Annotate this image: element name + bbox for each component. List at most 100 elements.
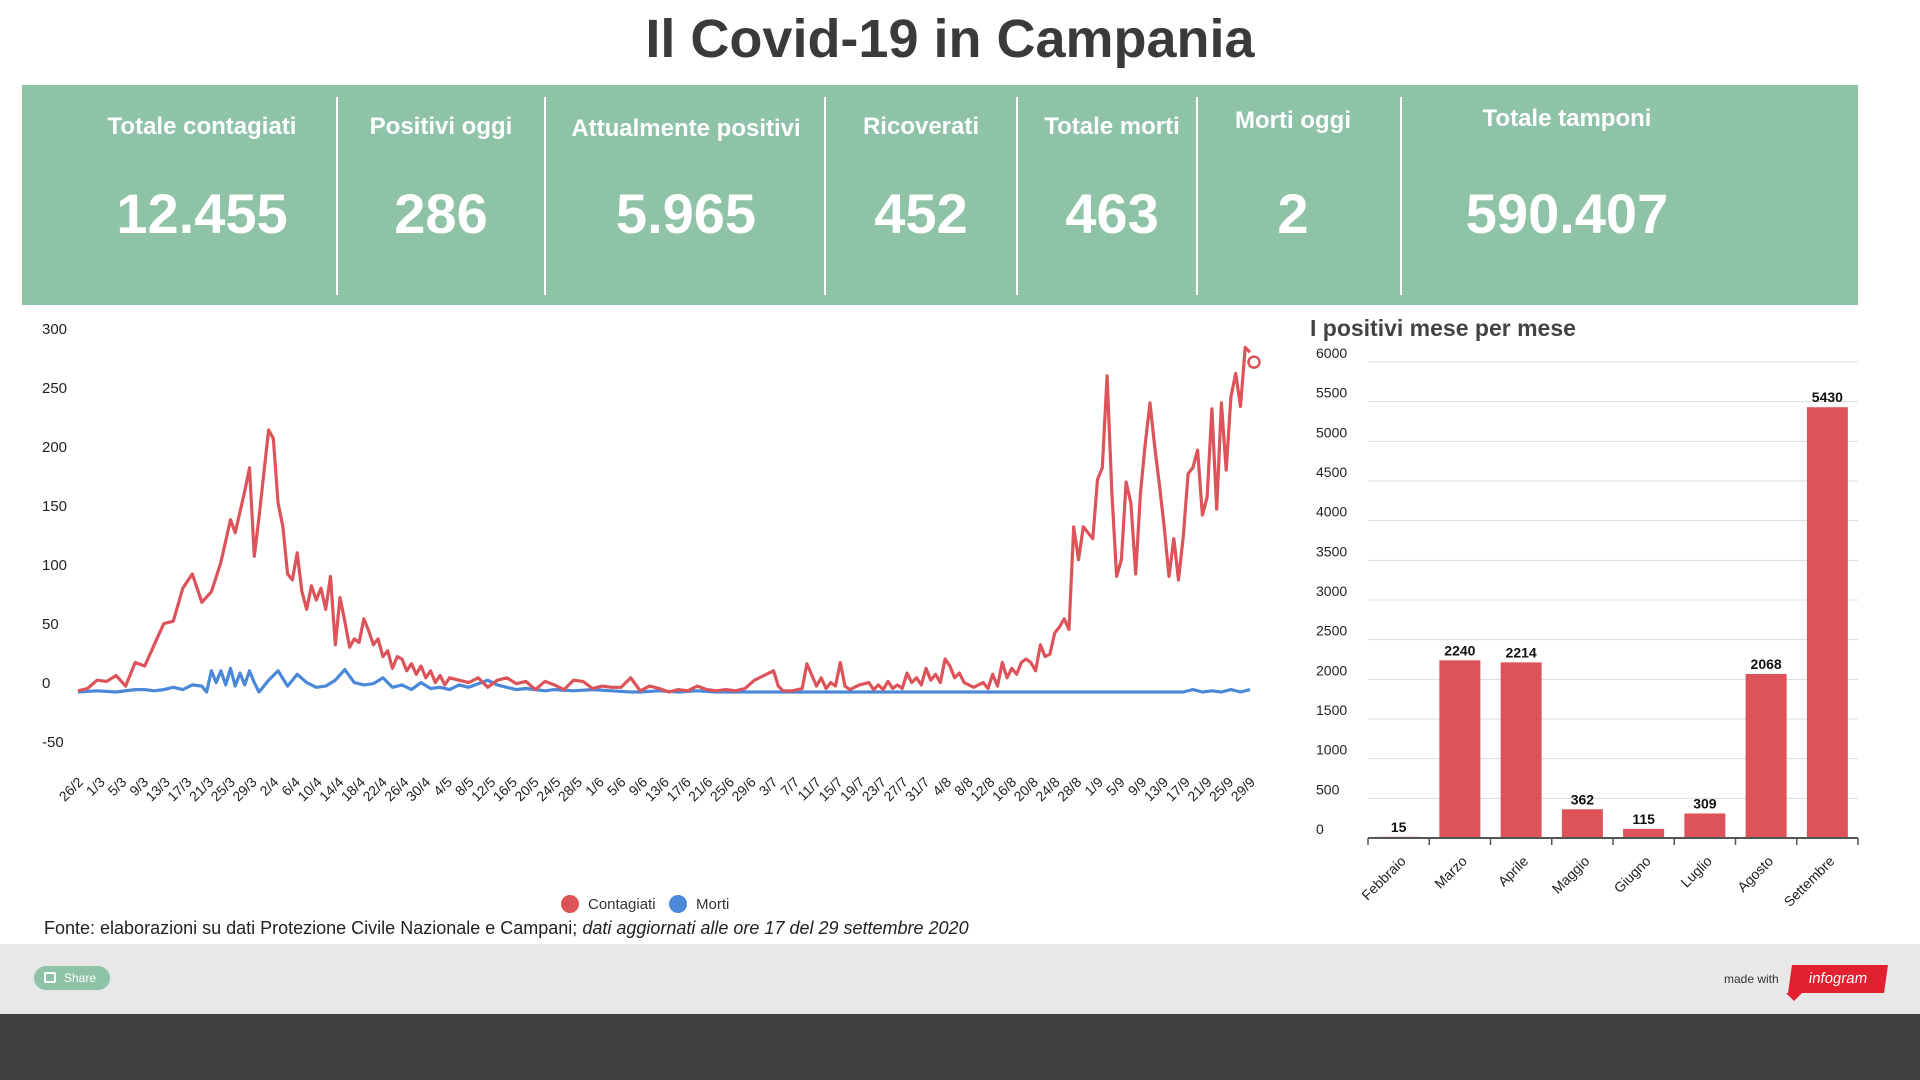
x-tick-label: Aprile [1495,853,1532,890]
stat-ricoverati: Ricoverati 452 [826,85,1016,305]
stat-value: 286 [394,182,488,245]
infogram-logo[interactable]: infogram [1788,965,1888,993]
infogram-logo-tail [1786,993,1802,1001]
y-tick-label: 0 [1316,821,1324,837]
bar-settembre [1806,407,1848,838]
x-tick-label: 29/3 [229,774,260,805]
stat-divider [1196,97,1198,295]
bar-luglio [1684,813,1726,838]
x-tick-label: 1/9 [1081,774,1106,799]
y-tick-label: 0 [42,675,50,692]
stat-value: 590.407 [1465,182,1669,245]
stat-label: Ricoverati [862,113,980,140]
y-tick-label: 150 [42,498,67,515]
stat-label: Attualmente positivi [571,115,801,142]
bar-chart-title: I positivi mese per mese [1310,315,1576,341]
stat-divider [1016,97,1018,295]
x-tick-label: 3/7 [756,774,781,799]
line-chart: -5005010015020025030026/21/35/39/313/317… [42,321,1261,913]
bar-giugno [1623,828,1665,838]
stat-totale-contagiati: Totale contagiati 12.455 [72,85,332,305]
bar-value-label: 15 [1391,819,1407,835]
legend-marker-contagiati [561,895,579,913]
x-tick-label: 31/7 [902,774,933,805]
stat-label: Totale morti [1044,113,1180,140]
y-tick-label: 5000 [1316,424,1347,440]
y-tick-label: 100 [42,557,67,574]
x-tick-label: 26/2 [56,774,87,805]
x-tick-label: 28/5 [555,774,586,805]
x-tick-label: 1/6 [582,774,607,799]
y-tick-label: 3000 [1316,583,1347,599]
x-tick-label: 4/8 [929,774,954,799]
bar-value-label: 309 [1693,795,1717,811]
source-note: Fonte: elaborazioni su dati Protezione C… [44,918,969,939]
share-label: Share [64,971,97,985]
bar-aprile [1500,662,1542,838]
x-tick-label: 5/3 [104,774,129,799]
y-tick-label: 200 [42,439,67,456]
x-tick-label: Giugno [1611,853,1654,896]
bar-maggio [1561,809,1603,838]
x-tick-label: Agosto [1734,853,1776,895]
x-tick-label: Maggio [1549,853,1593,897]
x-tick-label: 1/3 [83,774,108,799]
y-tick-label: 1500 [1316,702,1347,718]
y-tick-label: 50 [42,616,59,633]
x-tick-label: 4/5 [430,774,455,799]
x-tick-label: 29/6 [728,774,759,805]
stat-label: Totale contagiati [107,113,297,140]
made-with-text: made with [1724,972,1779,986]
x-tick-label: 29/9 [1228,774,1259,805]
stat-totale-morti: Totale morti 463 [1018,85,1206,305]
y-tick-label: -50 [42,734,64,751]
stat-divider [544,97,546,295]
legend-marker-morti [669,895,687,913]
stat-positivi-oggi: Positivi oggi 286 [338,85,544,305]
stats-panel: Totale contagiati 12.455 Positivi oggi 2… [22,85,1858,305]
stat-value: 12.455 [116,182,288,245]
y-tick-label: 300 [42,321,67,338]
stat-value: 5.965 [615,182,757,245]
footer-bar: Share made with infogram [0,944,1920,1014]
series-line-contagiati [77,345,1252,694]
bar-value-label: 2068 [1751,656,1782,672]
source-text: Fonte: elaborazioni su dati Protezione C… [44,918,578,938]
y-tick-label: 3500 [1316,543,1347,559]
bar-value-label: 2240 [1444,642,1475,658]
stat-attualmente-positivi: Attualmente positivi 5.965 [546,85,826,305]
x-tick-label: 5/9 [1103,774,1128,799]
x-tick-label: 5/6 [604,774,629,799]
x-tick-label: 28/8 [1054,774,1085,805]
y-tick-label: 4000 [1316,504,1347,520]
y-tick-label: 6000 [1316,345,1347,361]
x-tick-label: Marzo [1431,853,1470,892]
stat-totale-tamponi: Totale tamponi 590.407 [1402,85,1732,305]
y-tick-label: 5500 [1316,385,1347,401]
series-line-morti [77,666,1251,694]
y-tick-label: 4500 [1316,464,1347,480]
last-point-marker [1247,355,1261,369]
bar-value-label: 115 [1632,811,1655,827]
stat-label: Totale tamponi [1482,105,1652,132]
stat-divider [336,97,338,295]
x-tick-label: Settembre [1781,853,1838,910]
bar-value-label: 362 [1571,791,1595,807]
bar-chart: I positivi mese per mese 0 500 1000 1500 2000… [1310,315,1859,910]
stat-value: 2 [1277,182,1309,245]
x-tick-label: Luglio [1677,853,1715,891]
legend-label-contagiati: Contagiati [588,896,656,913]
x-tick-label: 2/4 [256,774,281,799]
y-tick-label: 250 [42,380,67,397]
bar-agosto [1745,673,1787,838]
share-icon [44,972,56,983]
share-button[interactable]: Share [34,966,110,990]
stat-morti-oggi: Morti oggi 2 [1198,85,1388,305]
y-tick-label: 500 [1316,781,1340,797]
source-update-text: dati aggiornati alle ore 17 del 29 sette… [582,918,969,938]
stat-divider [824,97,826,295]
y-tick-label: 2000 [1316,662,1347,678]
bar-value-label: 5430 [1812,389,1843,405]
stat-value: 452 [874,182,968,245]
